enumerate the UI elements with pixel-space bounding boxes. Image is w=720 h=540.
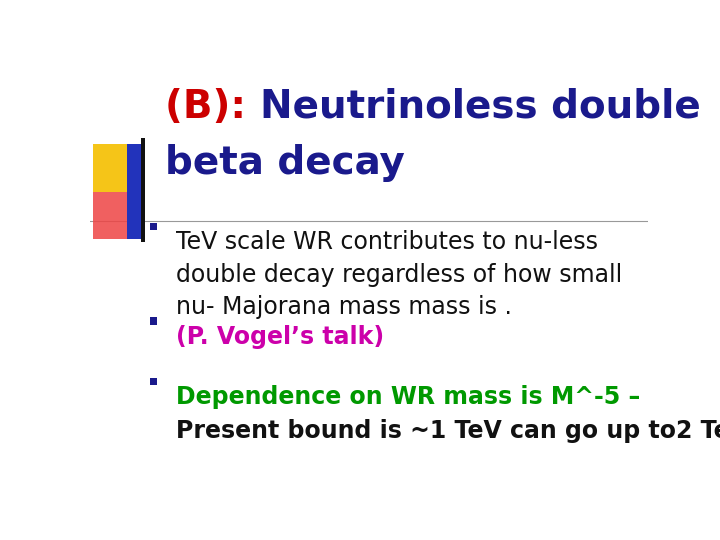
Text: (B):: (B): (166, 87, 260, 126)
FancyBboxPatch shape (150, 378, 157, 385)
FancyBboxPatch shape (93, 144, 127, 192)
Text: beta decay: beta decay (166, 144, 405, 182)
FancyBboxPatch shape (127, 144, 141, 192)
FancyBboxPatch shape (93, 192, 127, 239)
Text: Neutrinoless double: Neutrinoless double (260, 87, 701, 126)
Text: (P. Vogel’s talk): (P. Vogel’s talk) (176, 325, 384, 349)
Text: Present bound is ~1 TeV can go up to2 TeV.: Present bound is ~1 TeV can go up to2 Te… (176, 419, 720, 443)
Text: TeV scale WR contributes to nu-less
double decay regardless of how small
nu- Maj: TeV scale WR contributes to nu-less doub… (176, 230, 623, 319)
Text: Dependence on WR mass is M^-5 –: Dependence on WR mass is M^-5 – (176, 385, 641, 409)
FancyBboxPatch shape (141, 138, 145, 241)
FancyBboxPatch shape (150, 318, 157, 325)
FancyBboxPatch shape (127, 192, 141, 239)
FancyBboxPatch shape (150, 223, 157, 230)
